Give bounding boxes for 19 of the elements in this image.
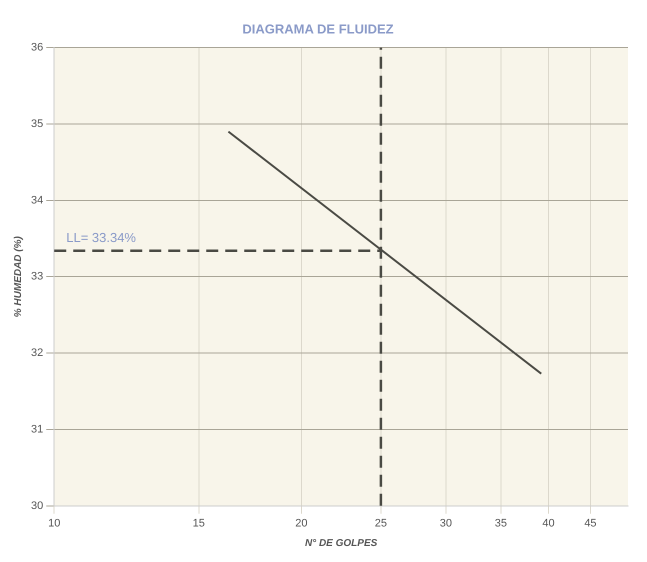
y-tick-label: 30 — [30, 500, 44, 512]
x-tick-label: 10 — [48, 517, 60, 530]
chart-title: DIAGRAMA DE FLUIDEZ — [242, 21, 394, 36]
x-tick-label: 35 — [494, 517, 507, 530]
x-tick-label: 30 — [440, 517, 452, 530]
x-tick-label: 45 — [584, 517, 597, 530]
x-axis-title: N° DE GOLPES — [304, 538, 378, 549]
y-tick-label: 34 — [30, 194, 44, 206]
x-tick-label: 25 — [374, 517, 388, 530]
y-tick-label: 32 — [30, 347, 44, 360]
x-tick-label: 15 — [192, 517, 205, 530]
ref-line-label: LL= 33.34% — [66, 230, 136, 245]
x-tick-label: 20 — [295, 517, 308, 530]
y-tick-label: 31 — [30, 423, 44, 436]
y-tick-label: 36 — [30, 42, 44, 54]
y-tick-label: 33 — [30, 270, 44, 283]
y-axis-title: % HUMEDAD (%) — [12, 235, 24, 318]
y-tick-label: 35 — [30, 118, 44, 130]
x-tick-label: 40 — [542, 517, 555, 530]
